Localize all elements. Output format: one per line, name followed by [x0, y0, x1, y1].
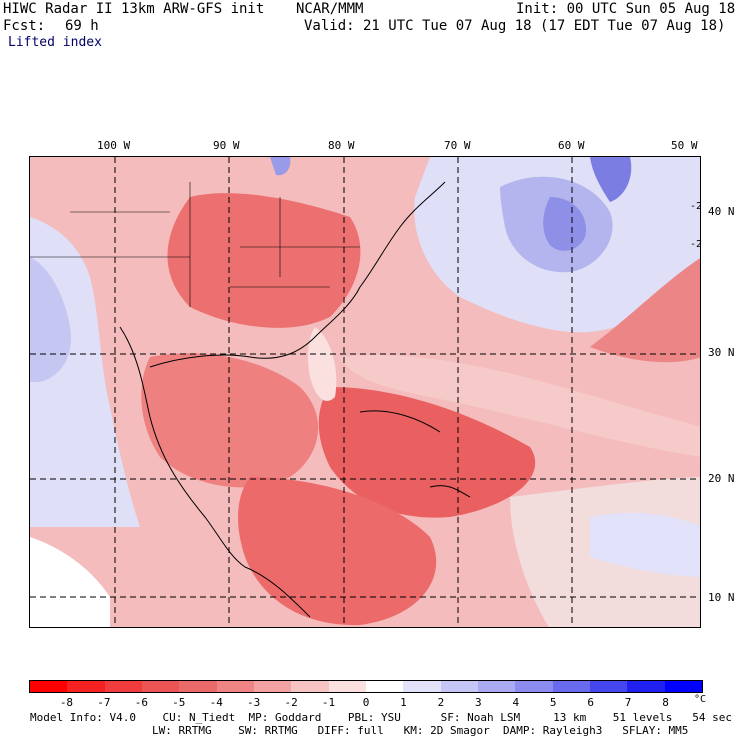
east-atlantic-stable [590, 512, 700, 577]
colorbar-swatch [589, 681, 628, 692]
stable-core-inner [543, 197, 586, 251]
lon-label: 100 W [97, 139, 131, 152]
colorbar-swatch [141, 681, 180, 692]
colorbar-label: 2 [437, 696, 445, 709]
colorbar-swatch [179, 681, 217, 692]
colorbar-label: -5 [172, 696, 186, 709]
contour-label: -2 [690, 239, 701, 250]
model-title: HIWC Radar II 13km ARW-GFS init [3, 1, 265, 17]
colorbar-swatch [104, 681, 142, 692]
colorbar-swatch [365, 681, 404, 692]
unstable-region-central-america [238, 477, 437, 626]
stable-core-north [590, 157, 632, 202]
model-info-line2: LW: RRTMG SW: RRTMG DIFF: full KM: 2D Sm… [152, 724, 689, 737]
colorbar-label: -8 [59, 696, 74, 709]
colorbar-unit: °C [694, 694, 707, 705]
colorbar-swatch [291, 681, 329, 692]
colorbar [29, 680, 703, 693]
colorbar-label: -3 [247, 696, 261, 709]
colorbar-label: 8 [662, 696, 669, 709]
colorbar-label: 3 [475, 696, 482, 709]
lon-label: 80 W [328, 139, 355, 152]
unstable-band-east [590, 258, 700, 363]
organization: NCAR/MMM [296, 1, 364, 17]
model-info-line1: Model Info: V4.0 CU: N_Tiedt MP: Goddard… [30, 711, 732, 724]
lifted-index-map: -2 -2 [29, 156, 701, 628]
colorbar-swatch [328, 681, 366, 692]
colorbar-label: 1 [400, 696, 407, 709]
stable-patch-north [270, 157, 291, 176]
colorbar-label: -7 [97, 696, 111, 709]
colorbar-label: -6 [134, 696, 148, 709]
colorbar-swatch [627, 681, 665, 692]
lon-label: 50 W [671, 139, 698, 152]
lon-label: 70 W [444, 139, 471, 152]
map-canvas: -2 -2 [30, 157, 701, 627]
valid-time: Valid: 21 UTC Tue 07 Aug 18 (17 EDT Tue … [304, 18, 726, 34]
state-borders [30, 182, 360, 307]
field-name: Lifted index [8, 35, 102, 50]
colorbar-label: 5 [549, 696, 557, 709]
colorbar-label: 4 [512, 696, 520, 709]
colorbar-label: 0 [362, 696, 370, 709]
lat-label: 40 N [708, 205, 735, 218]
lat-label: 30 N [708, 346, 735, 359]
lat-label: 20 N [708, 472, 735, 485]
colorbar-swatch [30, 681, 68, 692]
atlantic-band [340, 355, 700, 457]
lon-label: 60 W [558, 139, 585, 152]
coastline-mexico [119, 326, 311, 618]
colorbar-swatch [440, 681, 478, 692]
colorbar-swatch [216, 681, 254, 692]
colorbar-swatch [664, 681, 702, 692]
unstable-region-gulf [141, 353, 319, 488]
lat-label: 10 N [708, 591, 735, 604]
init-time: Init: 00 UTC Sun 05 Aug 18 [516, 1, 736, 17]
colorbar-swatch [253, 681, 292, 692]
unstable-region-us [167, 193, 361, 328]
colorbar-swatch [515, 681, 553, 692]
colorbar-label: 6 [587, 696, 594, 709]
colorbar-label: -1 [321, 696, 336, 709]
forecast-hour: 69 h [65, 18, 99, 34]
florida-peninsula [307, 327, 337, 401]
colorbar-swatch [552, 681, 590, 692]
colorbar-label: -4 [209, 696, 223, 709]
colorbar-label: -2 [284, 696, 298, 709]
colorbar-swatch [403, 681, 441, 692]
colorbar-swatch [477, 681, 516, 692]
lon-label: 90 W [213, 139, 240, 152]
unstable-region-caribbean [318, 387, 536, 518]
coastline-us [149, 181, 446, 368]
colorbar-label: 7 [624, 696, 632, 709]
forecast-label: Fcst: [3, 18, 46, 34]
stable-region-west-core [30, 257, 71, 382]
graticule [30, 157, 700, 627]
contour-label: -2 [690, 201, 701, 212]
coastline-caribbean [359, 410, 471, 498]
pacific-region [30, 537, 110, 627]
colorbar-swatch [67, 681, 105, 692]
